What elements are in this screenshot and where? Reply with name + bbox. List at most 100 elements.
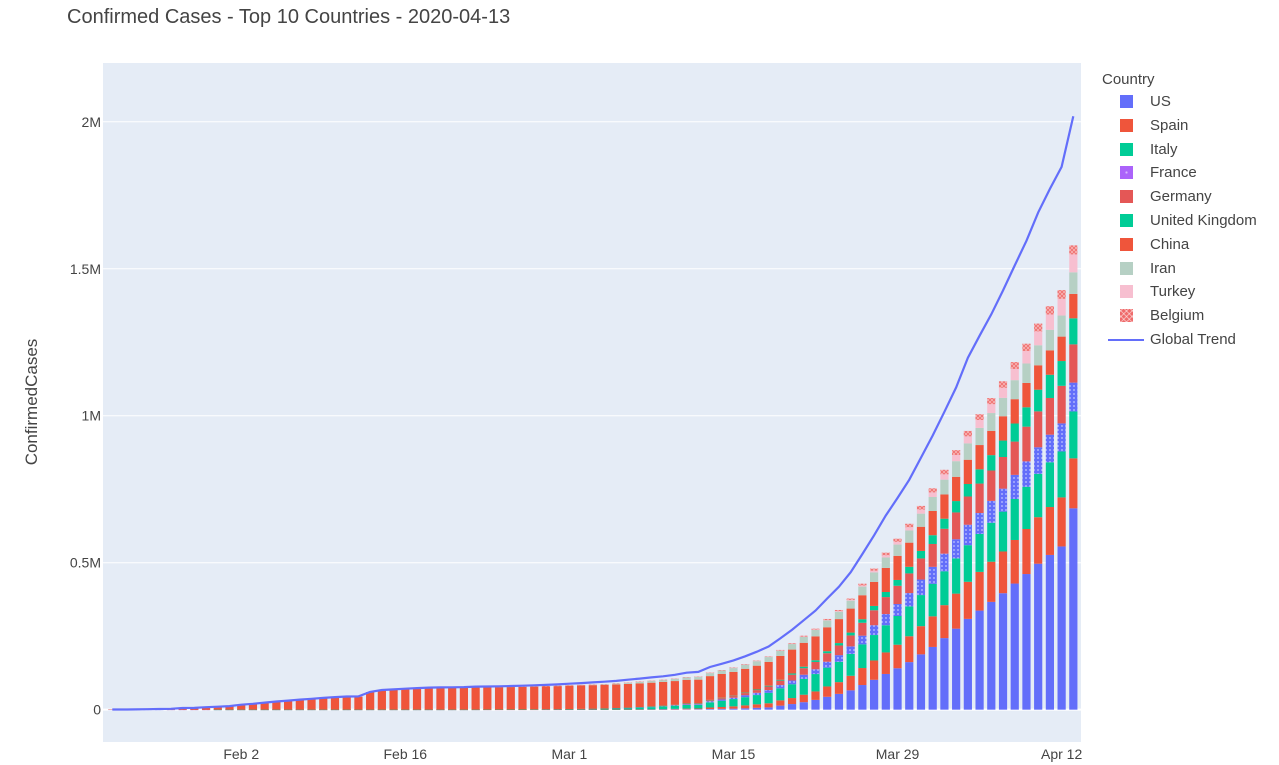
bar-segment-france xyxy=(916,579,926,596)
bar-segment-us xyxy=(975,610,984,710)
bar-segment-china xyxy=(459,687,469,710)
bar-segment-italy xyxy=(635,707,644,710)
legend-swatch xyxy=(1120,118,1133,132)
bar-segment-china xyxy=(506,686,515,710)
y-tick-label: 1.5M xyxy=(70,261,101,277)
legend-item-belgium[interactable]: Belgium xyxy=(1102,304,1257,328)
legend-item-france[interactable]: France xyxy=(1102,161,1257,185)
bar-segment-us xyxy=(764,707,773,710)
bar-segment-china xyxy=(401,688,410,710)
y-tick-label: 0 xyxy=(93,702,101,718)
bar-segment-italy xyxy=(916,595,926,627)
bar-segment-us xyxy=(717,708,726,710)
bar-segment-spain xyxy=(916,626,926,655)
bar-segment-france xyxy=(928,566,937,584)
bar-segment-germany xyxy=(764,686,773,691)
bar-segment-italy xyxy=(834,661,844,683)
x-tick-label: Mar 1 xyxy=(551,746,587,762)
bar-segment-iran xyxy=(682,677,691,680)
bar-segment-france xyxy=(834,655,844,662)
bar-segment-us xyxy=(1010,583,1019,710)
bar-segment-china xyxy=(565,685,574,710)
bar-segment-china xyxy=(869,581,879,606)
bar-segment-france xyxy=(811,669,820,675)
bar-segment-france xyxy=(1069,382,1078,412)
bar-segment-france xyxy=(893,604,902,616)
bar-segment-turkey xyxy=(975,419,984,428)
bar-segment-iran xyxy=(612,683,621,685)
legend-swatch xyxy=(1120,261,1133,275)
bar-segment-iran xyxy=(1010,380,1019,400)
bar-segment-italy xyxy=(869,635,879,661)
bar-segment-us xyxy=(952,628,961,710)
bar-segment-spain xyxy=(987,561,996,602)
bar-segment-us xyxy=(729,708,738,710)
bar-segment-germany xyxy=(987,470,996,501)
bar-segment-belgium xyxy=(940,469,949,475)
bar-segment-iran xyxy=(1034,345,1043,366)
legend-label: Spain xyxy=(1150,116,1189,134)
bar-segment-us xyxy=(752,707,762,710)
bar-segment-spain xyxy=(940,605,949,639)
bar-segment-germany xyxy=(975,483,984,513)
bar-segment-spain xyxy=(1034,517,1043,564)
bar-segment-belgium xyxy=(799,635,808,637)
bar-segment-china xyxy=(764,661,773,686)
bar-segment-france xyxy=(670,705,679,706)
bar-segment-turkey xyxy=(905,527,914,531)
bar-segment-belgium xyxy=(998,381,1008,388)
bar-segment-spain xyxy=(823,686,832,697)
bar-segment-iran xyxy=(635,681,644,684)
bar-segment-turkey xyxy=(916,509,926,514)
bar-segment-united-kingdom xyxy=(987,455,996,471)
bar-segment-france xyxy=(940,553,949,572)
legend-item-united-kingdom[interactable]: United Kingdom xyxy=(1102,209,1257,233)
legend-item-global-trend[interactable]: Global Trend xyxy=(1102,328,1257,352)
legend-item-china[interactable]: China xyxy=(1102,233,1257,257)
bar-segment-turkey xyxy=(987,404,996,414)
bar-segment-china xyxy=(905,542,914,567)
legend-item-spain[interactable]: Spain xyxy=(1102,114,1257,138)
bar-segment-china xyxy=(940,494,949,519)
bar-segment-germany xyxy=(998,457,1008,489)
legend-item-us[interactable]: US xyxy=(1102,90,1257,114)
bar-segment-china xyxy=(283,700,293,710)
bar-segment-spain xyxy=(1022,528,1031,575)
bar-segment-china xyxy=(248,703,258,710)
bar-segment-germany xyxy=(1010,441,1019,475)
bar-segment-us xyxy=(858,685,867,710)
bar-segment-china xyxy=(295,699,304,710)
bar-segment-us xyxy=(799,702,808,710)
bar-segment-china xyxy=(436,687,445,710)
bar-segment-spain xyxy=(834,682,844,694)
bar-segment-france xyxy=(776,685,785,689)
bar-segment-china xyxy=(834,619,844,644)
legend-item-turkey[interactable]: Turkey xyxy=(1102,280,1257,304)
legend-item-iran[interactable]: Iran xyxy=(1102,257,1257,281)
bar-segment-italy xyxy=(647,707,656,710)
bar-segment-italy xyxy=(659,706,668,710)
legend-item-italy[interactable]: Italy xyxy=(1102,138,1257,162)
bar-segment-germany xyxy=(963,496,972,525)
legend-label: United Kingdom xyxy=(1150,211,1257,229)
bar-segment-turkey xyxy=(846,599,855,601)
bar-segment-belgium xyxy=(811,628,820,630)
bar-segment-belgium xyxy=(1010,362,1019,369)
bar-segment-us xyxy=(893,668,902,710)
bar-segment-spain xyxy=(811,691,820,700)
bar-segment-united-kingdom xyxy=(764,685,773,687)
bar-segment-france xyxy=(998,488,1008,512)
legend-swatch xyxy=(1120,142,1133,156)
bar-segment-italy xyxy=(741,697,750,706)
bar-segment-italy xyxy=(987,522,996,562)
bar-segment-italy xyxy=(752,695,762,705)
bar-segment-china xyxy=(846,608,855,633)
legend-item-germany[interactable]: Germany xyxy=(1102,185,1257,209)
y-axis-label: ConfirmedCases xyxy=(22,339,41,466)
bar-segment-iran xyxy=(1057,315,1066,337)
bar-segment-iran xyxy=(729,667,738,672)
bar-segment-france xyxy=(975,512,984,534)
bar-segment-china xyxy=(635,683,644,708)
bar-segment-germany xyxy=(834,645,844,656)
